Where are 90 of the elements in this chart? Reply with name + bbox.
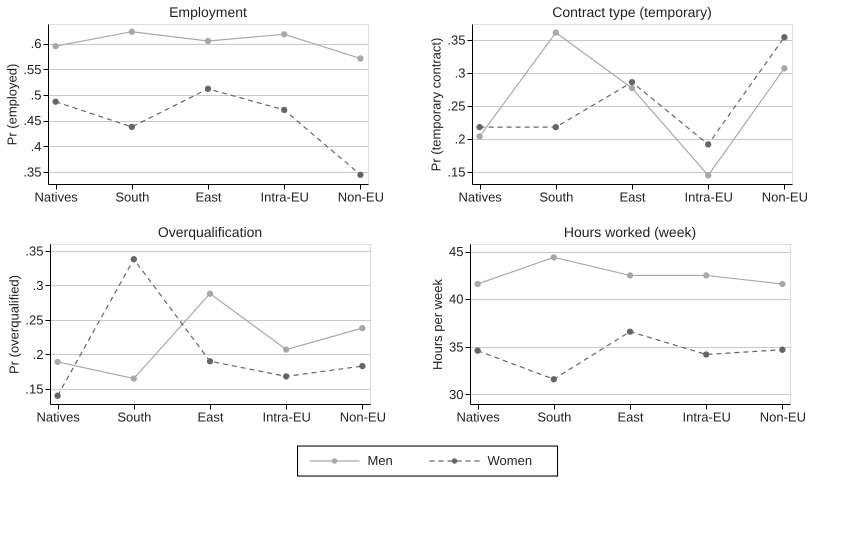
x-tick-label: South [115,190,150,204]
y-tick-label: 35 [449,339,464,354]
point [779,280,786,288]
chart-title: Overqualification [158,224,262,240]
x-tick-label: Natives [36,410,80,424]
point [281,31,288,38]
point [359,324,366,332]
y-tick-label: .25 [25,312,44,328]
x-tick-label: Natives [456,410,500,424]
y-tick-label: .45 [23,113,42,128]
point [357,55,364,62]
x-tick-label: Non-EU [760,410,806,424]
y-axis-title: Hours per week [430,278,446,370]
point [283,373,290,380]
y-tick-label: .5 [30,87,42,102]
y-tick-label: .25 [447,98,466,114]
point [130,256,137,262]
point [281,106,288,114]
y-tick-label: .2 [454,132,466,147]
y-tick-label: .4 [30,138,42,154]
point [626,328,634,335]
point [474,348,481,354]
x-tick-label: Non-EU [340,410,386,424]
point [283,346,290,353]
y-tick-label: .3 [32,278,44,293]
y-tick-label: .35 [25,243,44,258]
point [779,346,786,353]
y-tick-label: 30 [449,386,464,402]
point [54,358,61,366]
point [628,79,636,86]
x-tick-label: Non-EU [338,190,384,204]
point [204,38,212,44]
point [128,28,135,35]
y-tick-label: .3 [454,65,466,80]
point [54,392,61,399]
y-tick-label: .55 [23,62,42,77]
point [552,29,559,36]
legend-label: Men [368,453,393,468]
y-tick-label: .35 [23,164,42,180]
chart-title: Contract type (temporary) [552,4,712,20]
point [359,362,366,370]
x-tick-label: Non-EU [762,190,808,204]
x-tick-label: East [197,410,224,424]
point [705,172,712,179]
point [52,98,59,105]
y-tick-label: 45 [449,244,464,260]
y-tick-label: .15 [447,164,466,180]
point [52,42,59,50]
point [204,86,212,92]
point [130,375,137,382]
point [476,124,483,130]
y-tick-label: .35 [447,32,466,48]
x-tick-label: South [117,410,152,424]
y-tick-label: 40 [449,292,464,307]
point [128,124,135,130]
x-tick-label: South [537,410,572,424]
point [206,358,214,364]
y-tick-label: .6 [30,36,42,52]
chart-title: Employment [169,4,248,20]
point [552,124,559,130]
point [206,290,214,297]
x-tick-label: East [617,410,644,424]
x-tick-label: Intra-EU [682,410,731,424]
point [357,172,364,178]
legend-label: Women [488,453,532,468]
point [781,34,788,40]
y-tick-label: .15 [25,381,44,396]
point [703,272,710,279]
point [474,280,481,288]
y-axis-title: Pr (temporary contract) [428,38,444,172]
x-tick-label: East [195,190,222,204]
point [550,254,557,260]
point [626,272,634,279]
y-axis-title: Pr (employed) [4,64,20,146]
point [476,133,483,140]
point [628,84,636,92]
x-tick-label: East [619,190,646,204]
chart-title: Hours worked (week) [564,224,696,240]
x-tick-label: South [539,190,574,204]
x-tick-label: Intra-EU [260,190,309,204]
x-tick-label: Intra-EU [684,190,733,204]
x-tick-label: Natives [34,190,78,204]
x-tick-label: Natives [458,190,502,204]
point [705,141,712,148]
point [550,376,557,382]
point [703,351,710,358]
x-tick-label: Intra-EU [262,410,311,424]
y-axis-title: Pr (overqualified) [6,275,22,374]
point [781,65,788,72]
y-tick-label: .2 [32,346,44,362]
